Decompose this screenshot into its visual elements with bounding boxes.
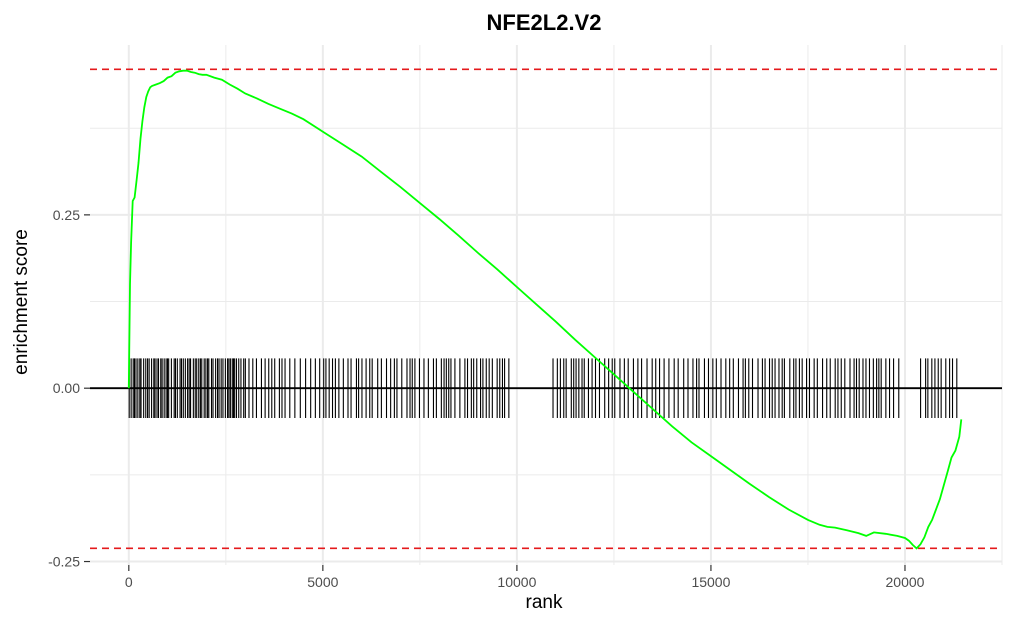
x-tick-label: 15000 — [691, 574, 730, 590]
x-tick-label: 0 — [125, 574, 133, 590]
enrichment-curve — [127, 69, 963, 550]
chart-title: NFE2L2.V2 — [487, 10, 602, 35]
x-axis-title: rank — [526, 592, 563, 613]
y-axis-ticks: -0.25 0.00 0.25 — [48, 207, 90, 570]
x-tick-label: 5000 — [307, 574, 338, 590]
y-tick-label: 0.25 — [53, 207, 80, 223]
y-tick-label: 0.00 — [53, 380, 80, 396]
gridlines — [90, 45, 1003, 565]
extrema-lines — [90, 68, 1002, 550]
x-tick-label: 10000 — [497, 574, 536, 590]
y-tick-label: -0.25 — [48, 554, 80, 570]
x-axis-ticks: 0 5000 10000 15000 20000 — [125, 565, 925, 590]
y-axis-title: enrichment score — [11, 229, 32, 375]
x-tick-label: 20000 — [886, 574, 925, 590]
